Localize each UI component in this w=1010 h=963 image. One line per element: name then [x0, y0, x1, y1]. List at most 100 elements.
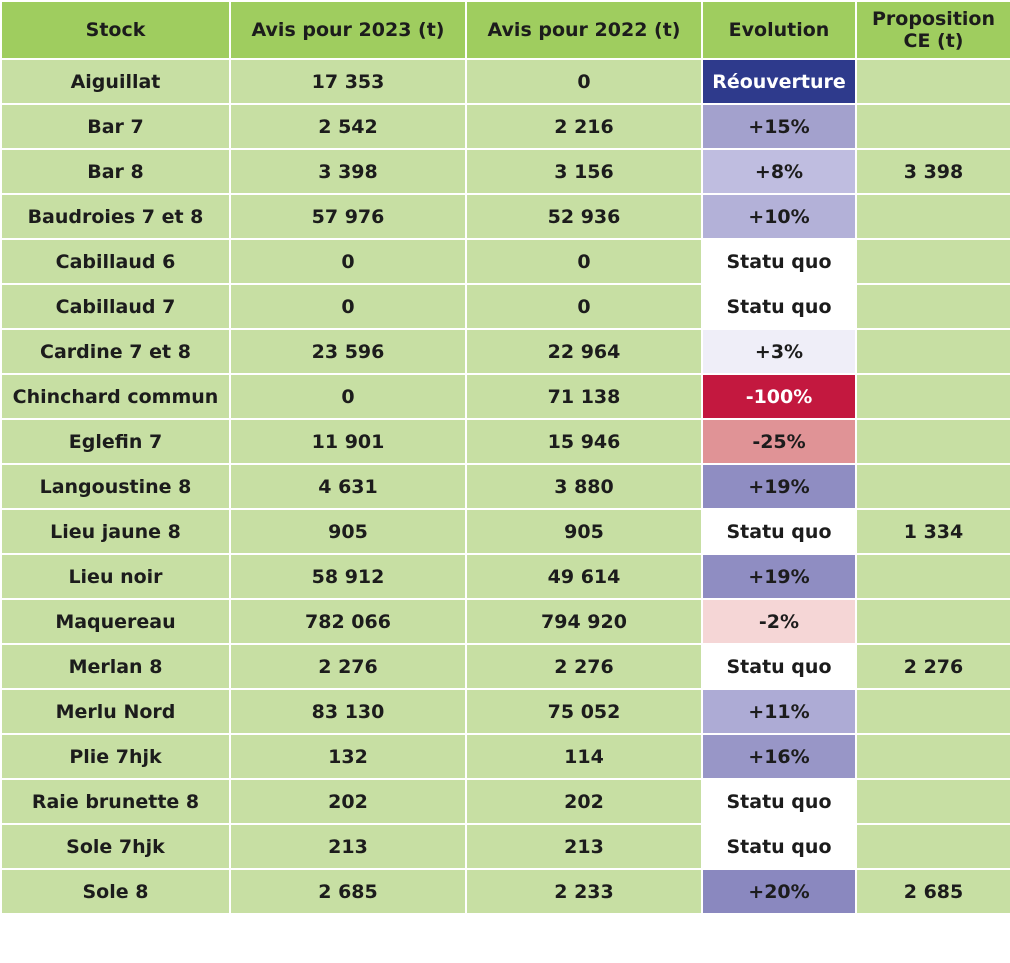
cell-stock: Aiguillat [0, 58, 231, 105]
cell-evolution: Statu quo [701, 778, 857, 825]
cell-proposition-ce [855, 418, 1010, 465]
table-row: Lieu jaune 8 905 905 Statu quo 1 334 [0, 508, 1010, 555]
cell-stock: Chinchard commun [0, 373, 231, 420]
cell-avis-2022: 905 [465, 508, 703, 555]
table-row: Merlu Nord 83 130 75 052 +11% [0, 688, 1010, 735]
cell-stock: Cabillaud 7 [0, 283, 231, 330]
table-row: Baudroies 7 et 8 57 976 52 936 +10% [0, 193, 1010, 240]
header-proposition-ce: Proposition CE (t) [855, 0, 1010, 60]
cell-avis-2023: 58 912 [229, 553, 467, 600]
cell-stock: Sole 8 [0, 868, 231, 915]
cell-proposition-ce [855, 598, 1010, 645]
cell-stock: Merlu Nord [0, 688, 231, 735]
cell-avis-2023: 17 353 [229, 58, 467, 105]
cell-avis-2023: 782 066 [229, 598, 467, 645]
cell-evolution: -25% [701, 418, 857, 465]
cell-proposition-ce [855, 328, 1010, 375]
cell-proposition-ce [855, 688, 1010, 735]
cell-stock: Lieu jaune 8 [0, 508, 231, 555]
cell-stock: Plie 7hjk [0, 733, 231, 780]
table-row: Aiguillat 17 353 0 Réouverture [0, 58, 1010, 105]
cell-avis-2022: 213 [465, 823, 703, 870]
cell-evolution: +11% [701, 688, 857, 735]
header-evolution: Evolution [701, 0, 857, 60]
cell-evolution: +19% [701, 463, 857, 510]
cell-stock: Langoustine 8 [0, 463, 231, 510]
cell-stock: Maquereau [0, 598, 231, 645]
cell-avis-2022: 114 [465, 733, 703, 780]
cell-stock: Raie brunette 8 [0, 778, 231, 825]
cell-stock: Sole 7hjk [0, 823, 231, 870]
cell-avis-2023: 213 [229, 823, 467, 870]
cell-avis-2023: 3 398 [229, 148, 467, 195]
cell-proposition-ce [855, 463, 1010, 510]
header-avis-2023: Avis pour 2023 (t) [229, 0, 467, 60]
table-row: Lieu noir 58 912 49 614 +19% [0, 553, 1010, 600]
cell-avis-2023: 11 901 [229, 418, 467, 465]
cell-proposition-ce [855, 193, 1010, 240]
cell-proposition-ce [855, 778, 1010, 825]
cell-proposition-ce [855, 553, 1010, 600]
header-avis-2022: Avis pour 2022 (t) [465, 0, 703, 60]
cell-proposition-ce [855, 58, 1010, 105]
cell-avis-2022: 2 233 [465, 868, 703, 915]
cell-avis-2022: 0 [465, 238, 703, 285]
table-row: Eglefin 7 11 901 15 946 -25% [0, 418, 1010, 465]
cell-avis-2022: 2 276 [465, 643, 703, 690]
cell-evolution: +16% [701, 733, 857, 780]
header-row: Stock Avis pour 2023 (t) Avis pour 2022 … [0, 0, 1010, 60]
cell-avis-2023: 2 685 [229, 868, 467, 915]
table-row: Cabillaud 7 0 0 Statu quo [0, 283, 1010, 330]
cell-avis-2022: 15 946 [465, 418, 703, 465]
cell-avis-2023: 0 [229, 238, 467, 285]
cell-proposition-ce: 3 398 [855, 148, 1010, 195]
cell-evolution: +19% [701, 553, 857, 600]
cell-stock: Cabillaud 6 [0, 238, 231, 285]
cell-evolution: +10% [701, 193, 857, 240]
cell-proposition-ce [855, 283, 1010, 330]
cell-avis-2022: 49 614 [465, 553, 703, 600]
cell-avis-2022: 202 [465, 778, 703, 825]
cell-avis-2022: 794 920 [465, 598, 703, 645]
cell-proposition-ce [855, 373, 1010, 420]
cell-avis-2022: 0 [465, 283, 703, 330]
cell-proposition-ce [855, 103, 1010, 150]
cell-avis-2022: 22 964 [465, 328, 703, 375]
table-row: Raie brunette 8 202 202 Statu quo [0, 778, 1010, 825]
cell-avis-2022: 2 216 [465, 103, 703, 150]
cell-evolution: +3% [701, 328, 857, 375]
stocks-table: Stock Avis pour 2023 (t) Avis pour 2022 … [0, 0, 1010, 915]
cell-proposition-ce [855, 733, 1010, 780]
cell-avis-2023: 0 [229, 283, 467, 330]
cell-avis-2023: 23 596 [229, 328, 467, 375]
cell-evolution: Statu quo [701, 283, 857, 330]
cell-avis-2023: 2 276 [229, 643, 467, 690]
table-header: Stock Avis pour 2023 (t) Avis pour 2022 … [0, 0, 1010, 60]
cell-avis-2022: 3 880 [465, 463, 703, 510]
cell-stock: Bar 8 [0, 148, 231, 195]
cell-avis-2023: 83 130 [229, 688, 467, 735]
cell-evolution: -100% [701, 373, 857, 420]
cell-stock: Baudroies 7 et 8 [0, 193, 231, 240]
table-row: Sole 7hjk 213 213 Statu quo [0, 823, 1010, 870]
cell-evolution: Statu quo [701, 238, 857, 285]
cell-stock: Lieu noir [0, 553, 231, 600]
cell-proposition-ce: 2 685 [855, 868, 1010, 915]
cell-avis-2022: 75 052 [465, 688, 703, 735]
cell-proposition-ce: 2 276 [855, 643, 1010, 690]
cell-evolution: +15% [701, 103, 857, 150]
cell-evolution: Statu quo [701, 508, 857, 555]
cell-avis-2023: 202 [229, 778, 467, 825]
table-row: Plie 7hjk 132 114 +16% [0, 733, 1010, 780]
cell-evolution: -2% [701, 598, 857, 645]
cell-evolution: Réouverture [701, 58, 857, 105]
cell-evolution: +8% [701, 148, 857, 195]
cell-avis-2023: 2 542 [229, 103, 467, 150]
header-stock: Stock [0, 0, 231, 60]
cell-stock: Cardine 7 et 8 [0, 328, 231, 375]
